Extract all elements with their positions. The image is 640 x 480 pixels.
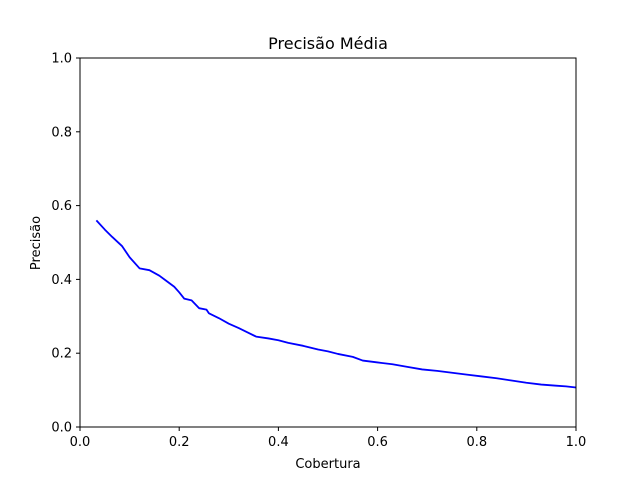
axis-ticks: 0.0 0.2 0.4 0.6 0.8 1.0 0.0 0.2 0.4 0.6 0.8 1.0 xyxy=(51,52,586,451)
y-tick-label: 0.0 xyxy=(51,421,72,436)
y-tick-label: 0.6 xyxy=(51,199,72,214)
x-tick-label: 0.0 xyxy=(70,435,91,450)
x-tick-label: 0.4 xyxy=(268,435,289,450)
y-tick-label: 0.8 xyxy=(51,125,72,140)
plot-area xyxy=(95,219,577,389)
y-axis-label: Precisão xyxy=(29,216,44,270)
plot-frame xyxy=(79,57,577,428)
y-tick-label: 0.2 xyxy=(51,347,72,362)
series-line-precision xyxy=(95,219,577,389)
x-tick-label: 1.0 xyxy=(566,435,587,450)
x-axis-label: Cobertura xyxy=(295,457,360,472)
x-tick-label: 0.2 xyxy=(169,435,190,450)
chart-title: Precisão Média xyxy=(268,34,388,53)
x-tick-label: 0.6 xyxy=(367,435,388,450)
y-tick-label: 1.0 xyxy=(51,52,72,67)
x-tick-label: 0.8 xyxy=(466,435,487,450)
y-tick-label: 0.4 xyxy=(51,273,72,288)
